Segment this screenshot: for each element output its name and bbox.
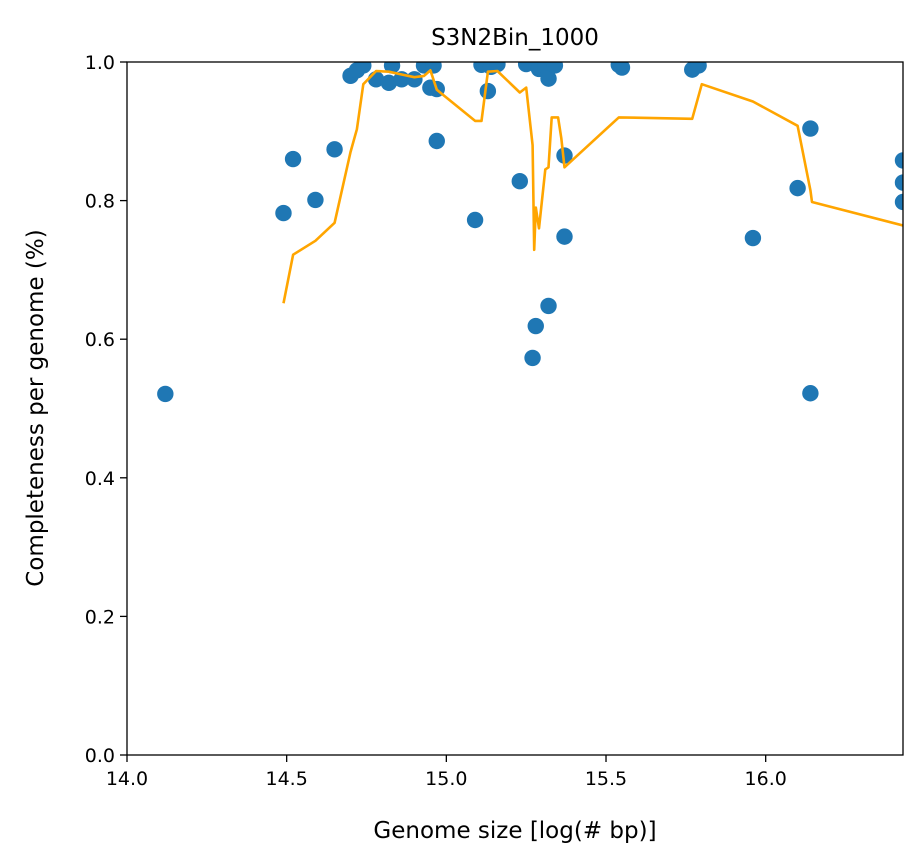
- scatter-point: [406, 71, 423, 88]
- y-axis-label: Completeness per genome (%): [23, 229, 49, 586]
- trend-line: [282, 69, 903, 304]
- scatter-point: [275, 204, 292, 222]
- x-tick-label: 14.5: [266, 768, 308, 790]
- scatter-point: [540, 70, 557, 87]
- scatter-point: [894, 152, 903, 169]
- scatter-point: [307, 191, 324, 209]
- y-tick-label: 0.8: [85, 191, 115, 213]
- scatter-point: [466, 211, 484, 229]
- plot-frame: [126, 61, 904, 756]
- y-tick-label: 1.0: [85, 52, 115, 74]
- plot-area: [157, 62, 903, 403]
- scatter-point: [489, 62, 506, 73]
- scatter-point: [511, 172, 528, 190]
- y-tick-label: 0.2: [85, 606, 115, 628]
- scatter-point: [556, 228, 573, 245]
- x-tick-label: 16.0: [745, 768, 787, 790]
- scatter-point: [690, 62, 707, 74]
- scatter-point: [355, 62, 372, 74]
- y-tick-label: 0.0: [85, 745, 115, 767]
- y-tick-label: 0.4: [85, 468, 115, 490]
- x-tick-label: 14.0: [106, 768, 148, 790]
- scatter-point: [157, 385, 174, 403]
- scatter-point: [380, 74, 398, 91]
- scatter-point: [524, 349, 541, 367]
- scatter-point: [479, 82, 497, 100]
- y-tick-label: 0.6: [85, 329, 115, 351]
- scatter-point: [744, 229, 762, 247]
- scatter-point: [894, 174, 903, 191]
- scatter-point: [326, 141, 343, 158]
- scatter-point: [613, 62, 631, 76]
- scatter-point: [284, 150, 302, 168]
- scatter-point: [894, 193, 903, 211]
- scatter-point: [802, 385, 819, 402]
- x-axis-label: Genome size [log(# bp)]: [373, 818, 656, 844]
- chart-title: S3N2Bin_1000: [431, 25, 599, 51]
- scatter-point: [527, 317, 544, 335]
- y-axis: 0.0 0.2 0.4 0.6 0.8 1.0: [85, 52, 127, 767]
- x-tick-label: 15.5: [585, 768, 627, 790]
- x-axis: 14.0 14.5 15.0 15.5 16.0: [106, 755, 787, 790]
- scatter-point: [428, 132, 445, 150]
- scatter-point: [802, 120, 819, 137]
- scatter-point: [789, 179, 806, 197]
- scatter-point: [546, 62, 564, 74]
- scatter-point: [517, 62, 535, 73]
- x-tick-label: 15.0: [425, 768, 467, 790]
- scatter-point: [540, 297, 557, 315]
